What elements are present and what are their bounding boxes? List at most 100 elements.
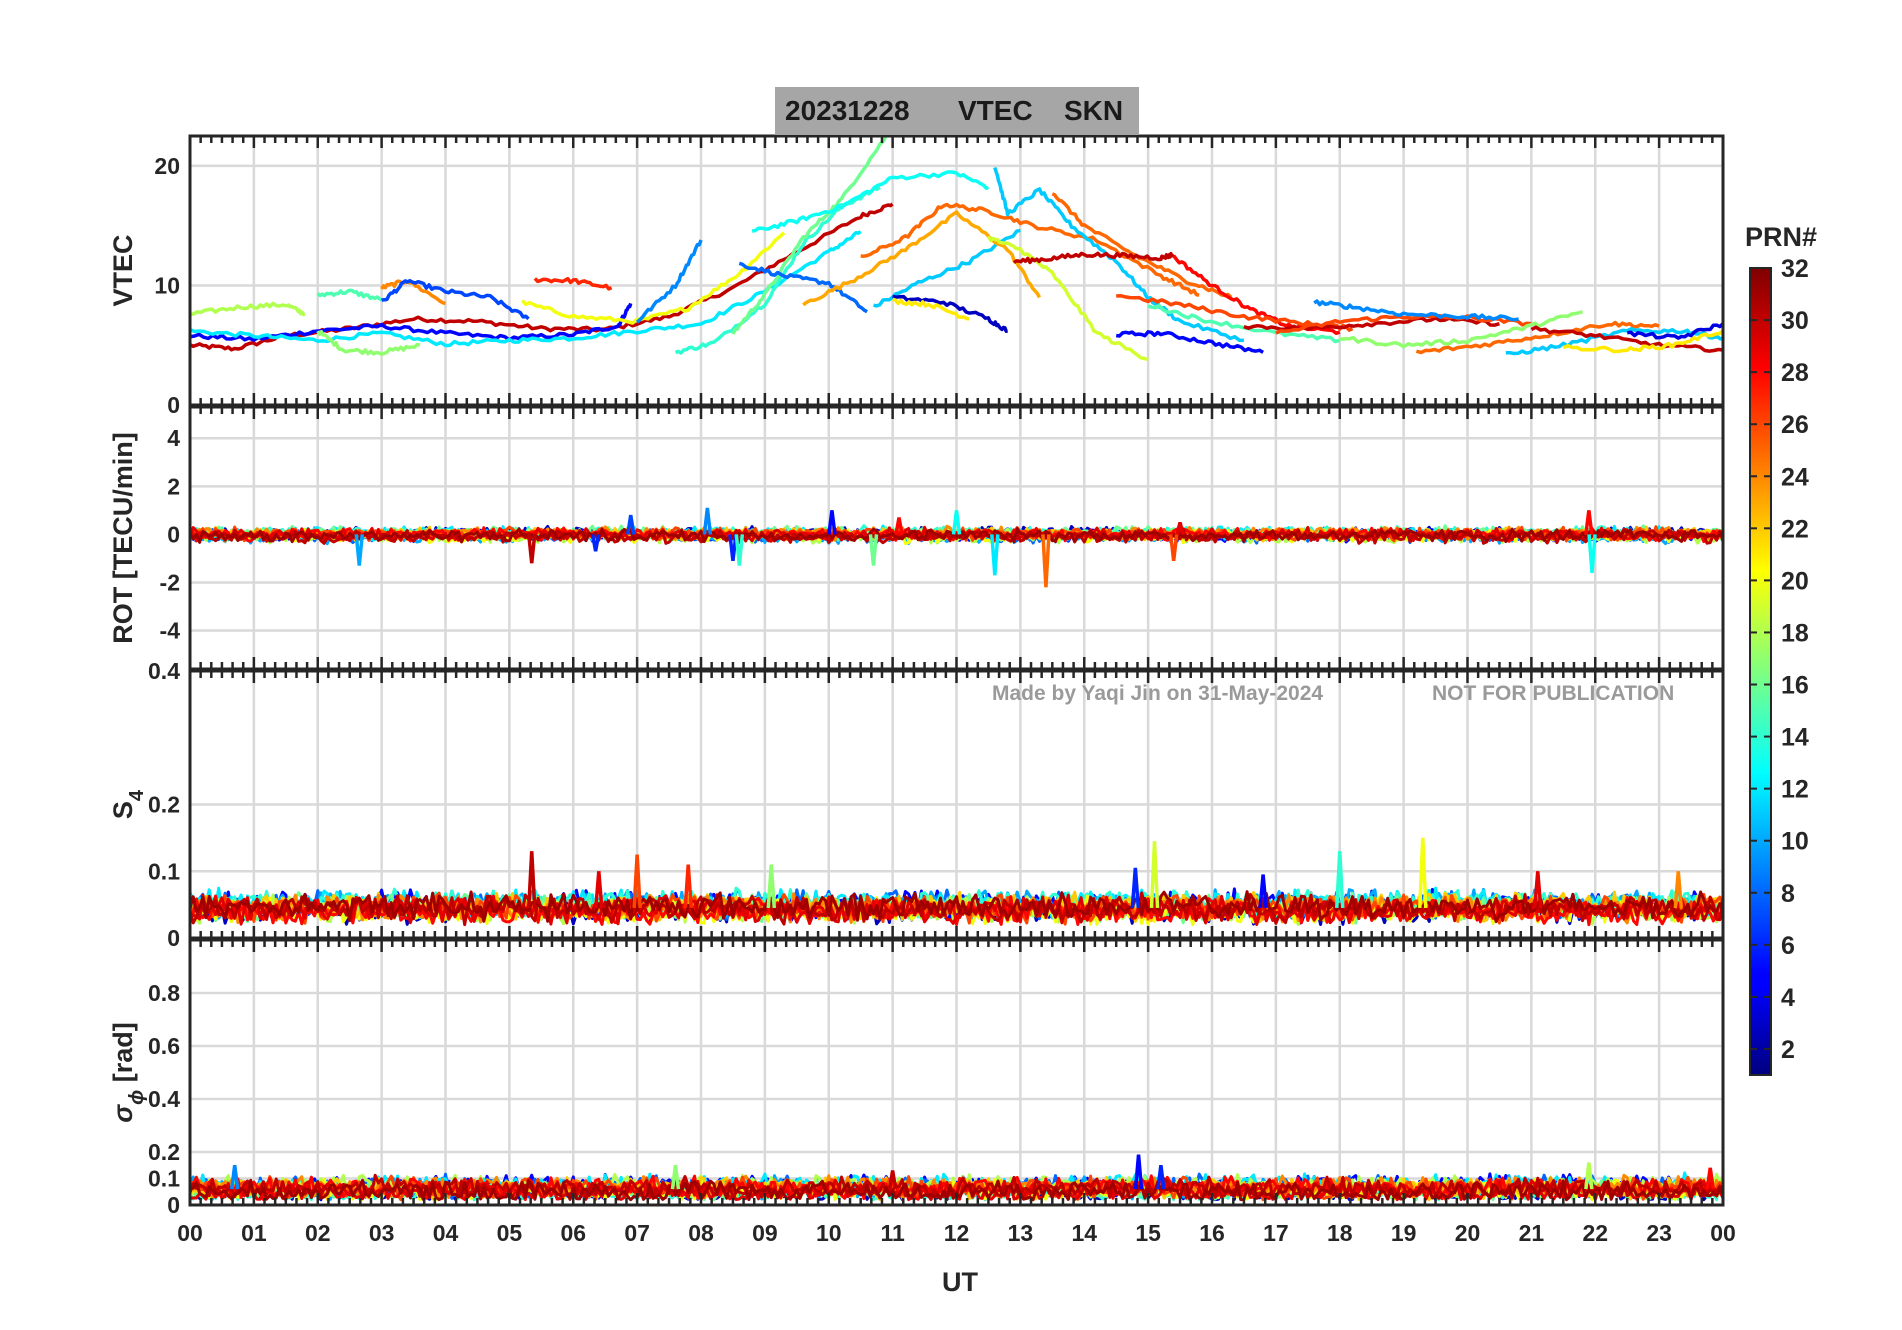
s4-spike-0 — [526, 851, 537, 909]
colorbar-tick-label: 10 — [1781, 828, 1809, 856]
y-tick-label: 0 — [167, 392, 180, 418]
sigma_phi-spike-6 — [1705, 1167, 1715, 1190]
x-tick-label: 01 — [241, 1220, 267, 1246]
panel-s4-data — [190, 837, 1723, 927]
vtec-series-prn26-29 — [1275, 313, 1532, 335]
vtec-series-prn15-26 — [1147, 303, 1341, 344]
sigma_phi-spike-2 — [670, 1165, 681, 1190]
sigma_phi-spike-0 — [1133, 1154, 1144, 1190]
vtec-series-prn12-2 — [190, 230, 862, 348]
vtec-series-prn5-25 — [1115, 330, 1264, 354]
vtec-series-prn21-19 — [892, 297, 970, 321]
vtec-series-prn11-15 — [873, 228, 1021, 308]
s4-spike-6 — [1130, 867, 1141, 909]
colorbar-tick-label: 4 — [1781, 984, 1795, 1012]
rot-spike-12 — [1041, 534, 1051, 588]
title-background — [775, 87, 1139, 135]
colorbar-tick-label: 12 — [1781, 776, 1809, 804]
sigma_phi-spike-5 — [229, 1165, 240, 1190]
colorbar-tick-label: 30 — [1781, 307, 1809, 335]
rot-spike-6 — [734, 534, 745, 566]
x-tick-label: 20 — [1455, 1220, 1481, 1246]
x-tick-label: 05 — [497, 1220, 523, 1246]
vtec-series-prn9-10 — [635, 239, 703, 324]
x-tick-label: 19 — [1391, 1220, 1417, 1246]
x-axis-label: UT — [942, 1267, 978, 1297]
y-axis-label-rot: ROT [TECU/min] — [108, 432, 138, 643]
colorbar-gradient — [1749, 267, 1772, 1076]
y-axis-label-s4: S4 — [108, 789, 148, 819]
rot-spike-0 — [354, 534, 365, 566]
rot-spike-2 — [590, 534, 601, 552]
x-tick-label: 12 — [944, 1220, 970, 1246]
rot-spike-3 — [626, 514, 636, 535]
colorbar-tick-label: 26 — [1781, 411, 1809, 439]
title-station: SKN — [1064, 95, 1123, 126]
vtec-series-prn13-14 — [751, 170, 989, 233]
x-tick-label: 08 — [688, 1220, 714, 1246]
vtec-series-prn25-32 — [1415, 320, 1660, 355]
title-date: 20231228 — [785, 95, 910, 126]
colorbar-tick-label: 20 — [1781, 567, 1809, 595]
x-tick-label: 21 — [1519, 1220, 1545, 1246]
panel-vtec-data — [190, 136, 1723, 362]
vtec-series-prn11-20 — [993, 166, 1244, 343]
y-axis-label-vtec: VTEC — [108, 234, 138, 306]
sigma_phi-spike-1 — [1156, 1165, 1166, 1190]
x-tick-label: 11 — [880, 1220, 905, 1246]
watermark-notice: NOT FOR PUBLICATION — [1432, 682, 1674, 705]
rot-spike-9 — [868, 534, 879, 566]
vtec-series-prn4-36 — [1626, 322, 1723, 340]
colorbar-tick-label: 28 — [1781, 359, 1809, 387]
rot-spike-14 — [1175, 521, 1185, 535]
colorbar-tick-label: 8 — [1781, 880, 1795, 908]
vtec-series-prn3-18 — [892, 294, 1008, 333]
vtec-series-prn11-33 — [1505, 327, 1723, 356]
rot-spike-7 — [827, 510, 837, 535]
x-tick-label: 04 — [433, 1220, 459, 1246]
rot-trace-prn31 — [190, 527, 1723, 544]
x-tick-label: 23 — [1646, 1220, 1672, 1246]
vtec-series-prn30-34 — [1530, 325, 1723, 353]
y-axis-label-sigma_phi: σϕ [rad] — [108, 1022, 148, 1123]
y-tick-label: 0.4 — [148, 1086, 180, 1112]
colorbar-tick-label: 16 — [1781, 672, 1809, 700]
s4-spike-2 — [632, 854, 642, 909]
y-tick-label: 0.1 — [148, 858, 180, 884]
y-tick-label: 2 — [167, 473, 180, 499]
s4-spike-9 — [1418, 837, 1428, 909]
y-tick-label: -4 — [160, 618, 181, 644]
x-tick-label: 15 — [1135, 1220, 1161, 1246]
y-tick-label: 0.4 — [148, 658, 180, 684]
vtec-series-prn19-21 — [986, 235, 1149, 362]
y-tick-label: 0.8 — [148, 980, 180, 1006]
s4-spike-7 — [1258, 874, 1268, 909]
vtec-series-prn23-16 — [802, 210, 1042, 307]
vtec-series-prn17-4 — [316, 329, 421, 356]
vtec-series-prn30-23 — [1013, 251, 1176, 265]
x-tick-label: 22 — [1582, 1220, 1608, 1246]
watermark-author: Made by Yaqi Jin on 31-May-2024 — [992, 682, 1323, 705]
x-tick-label: 18 — [1327, 1220, 1353, 1246]
vtec-series-prn14-11 — [674, 185, 881, 355]
vtec-series-prn18-3 — [190, 301, 306, 317]
rot-spike-8 — [894, 517, 904, 535]
axes-frames — [188, 134, 1725, 1207]
s4-spike-1 — [594, 871, 604, 909]
x-tick-label: 16 — [1199, 1220, 1225, 1246]
x-tick-label: 10 — [816, 1220, 842, 1246]
y-tick-label: 0 — [167, 1192, 180, 1218]
s4-spike-8 — [1335, 851, 1345, 909]
rot-spike-13 — [1168, 534, 1179, 562]
colorbar-tick-label: 2 — [1781, 1036, 1795, 1064]
colorbar-tick-label: 6 — [1781, 932, 1795, 960]
colorbar-tick-label: 18 — [1781, 619, 1809, 647]
sigma_phi-spike-4 — [1584, 1162, 1594, 1190]
s4-spike-10 — [1533, 871, 1543, 909]
y-tick-label: 0.1 — [148, 1166, 180, 1192]
rot-spike-11 — [990, 534, 1000, 576]
y-tick-label: 0.6 — [148, 1033, 180, 1059]
y-tick-label: 4 — [167, 425, 180, 451]
x-tick-label: 09 — [752, 1220, 778, 1246]
